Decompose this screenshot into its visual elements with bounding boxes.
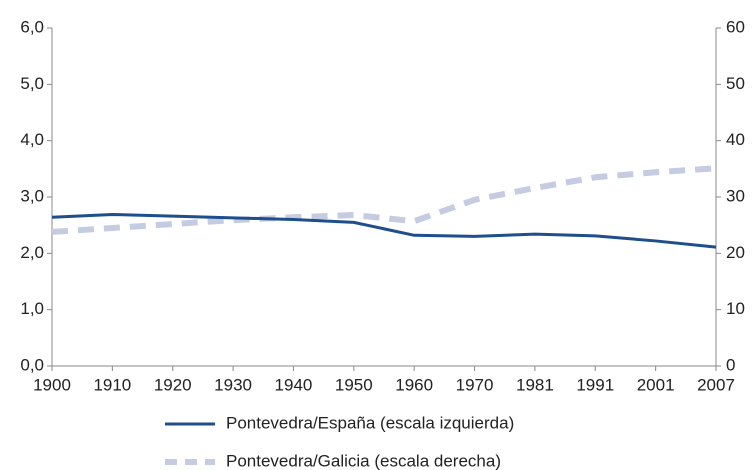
x-tick-label: 1960 <box>395 375 433 394</box>
x-tick-label: 1910 <box>93 375 131 394</box>
x-tick-label: 1991 <box>576 375 614 394</box>
x-tick-label: 2001 <box>637 375 675 394</box>
y-tick-label: 2,0 <box>20 243 44 262</box>
y2-tick-label: 0 <box>726 355 735 374</box>
x-tick-label: 1940 <box>275 375 313 394</box>
y-tick-label: 1,0 <box>20 299 44 318</box>
y2-tick-label: 30 <box>726 186 745 205</box>
legend-label: Pontevedra/España (escala izquierda) <box>226 413 514 432</box>
x-tick-label: 1970 <box>456 375 494 394</box>
y-tick-label: 5,0 <box>20 74 44 93</box>
y2-tick-label: 40 <box>726 130 745 149</box>
y2-tick-label: 20 <box>726 243 745 262</box>
y2-tick-label: 10 <box>726 299 745 318</box>
x-tick-label: 2007 <box>697 375 735 394</box>
y-tick-label: 0,0 <box>20 355 44 374</box>
legend-label: Pontevedra/Galicia (escala derecha) <box>226 451 501 470</box>
y2-tick-label: 50 <box>726 74 745 93</box>
y-tick-label: 3,0 <box>20 186 44 205</box>
x-tick-label: 1920 <box>154 375 192 394</box>
series-line <box>51 212 717 249</box>
x-tick-label: 1950 <box>335 375 373 394</box>
x-tick-label: 1981 <box>516 375 554 394</box>
y-tick-label: 4,0 <box>20 130 44 149</box>
x-tick-label: 1930 <box>214 375 252 394</box>
x-tick-label: 1900 <box>33 375 71 394</box>
series-line <box>51 165 717 235</box>
y2-tick-label: 60 <box>726 17 745 36</box>
y-tick-label: 6,0 <box>20 17 44 36</box>
